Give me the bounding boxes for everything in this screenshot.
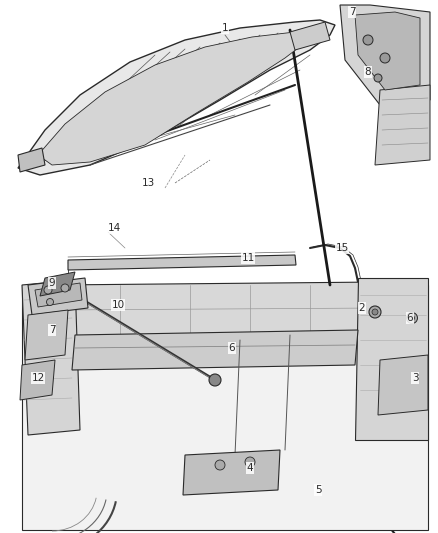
Polygon shape [375,85,430,165]
Circle shape [372,309,378,315]
Polygon shape [52,282,380,338]
Text: 13: 13 [141,178,155,188]
Text: 6: 6 [407,313,413,323]
Polygon shape [378,355,428,415]
Polygon shape [35,283,82,307]
Circle shape [410,316,414,320]
Text: 6: 6 [229,343,235,353]
Polygon shape [355,12,420,90]
Polygon shape [183,450,280,495]
Circle shape [209,374,221,386]
Circle shape [406,312,417,324]
Circle shape [46,298,53,305]
Polygon shape [18,20,335,175]
Polygon shape [40,272,75,296]
Polygon shape [290,22,330,50]
Polygon shape [340,5,430,105]
Circle shape [61,284,69,292]
Polygon shape [355,278,428,440]
Polygon shape [72,330,358,370]
Polygon shape [25,310,68,360]
Text: 9: 9 [49,278,55,288]
Text: 14: 14 [108,223,121,233]
Text: 2: 2 [359,303,365,313]
Circle shape [374,74,382,82]
Circle shape [245,457,255,467]
Text: 7: 7 [349,7,355,17]
Polygon shape [22,285,428,530]
Circle shape [380,53,390,63]
Polygon shape [18,148,45,172]
Text: 11: 11 [241,253,254,263]
Polygon shape [28,278,88,315]
Circle shape [44,286,52,294]
Text: 4: 4 [247,463,253,473]
Polygon shape [68,255,296,270]
Polygon shape [22,280,80,435]
Text: 15: 15 [336,243,349,253]
Text: 1: 1 [222,23,228,33]
Text: 5: 5 [314,485,321,495]
Text: 12: 12 [32,373,45,383]
Circle shape [369,306,381,318]
Polygon shape [38,30,312,165]
Circle shape [363,35,373,45]
Text: 7: 7 [49,325,55,335]
Text: 8: 8 [365,67,371,77]
Circle shape [215,460,225,470]
Text: 3: 3 [412,373,418,383]
Text: 10: 10 [111,300,124,310]
Polygon shape [20,360,55,400]
